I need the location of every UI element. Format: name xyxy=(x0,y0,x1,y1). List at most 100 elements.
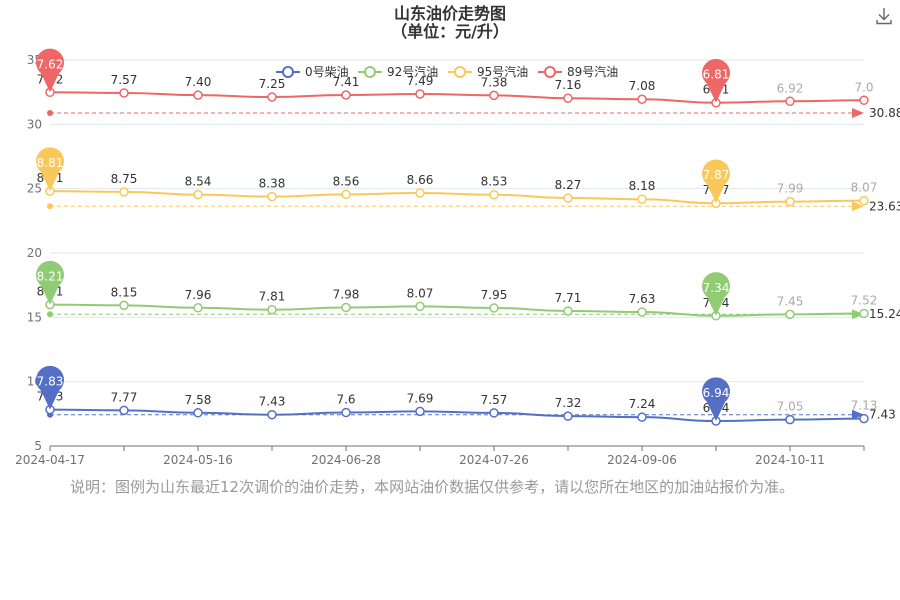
data-point[interactable] xyxy=(489,408,499,418)
y-tick-label: 30 xyxy=(27,117,42,131)
data-label: 7.71 xyxy=(555,291,582,305)
average-value-label: 7.43 xyxy=(869,408,896,422)
x-tick-label: 2024-07-26 xyxy=(459,453,529,467)
max-marker-pin-label: 8.81 xyxy=(37,156,64,170)
legend-label[interactable]: 89号汽油 xyxy=(567,64,618,79)
data-label: 7.41 xyxy=(333,75,360,89)
legend-marker[interactable] xyxy=(364,66,376,78)
data-point[interactable] xyxy=(415,406,425,417)
max-marker-pin-label: 7.62 xyxy=(37,57,64,71)
average-line-arrow xyxy=(852,108,864,119)
data-point[interactable] xyxy=(563,193,573,203)
min-marker-pin-label: 6.94 xyxy=(703,386,730,400)
max-marker-pin-label: 8.21 xyxy=(37,270,64,284)
data-point[interactable] xyxy=(341,90,351,100)
data-point[interactable] xyxy=(119,88,129,98)
legend-label[interactable]: 92号汽油 xyxy=(387,64,438,79)
data-point[interactable] xyxy=(193,90,203,100)
average-line-arrow xyxy=(852,409,864,420)
min-marker-pin xyxy=(702,272,731,316)
average-value-label: 23.63 xyxy=(869,199,900,213)
y-tick-label: 20 xyxy=(27,246,42,260)
data-point[interactable] xyxy=(415,188,425,198)
data-label: 7.69 xyxy=(407,391,434,405)
data-label: 7.6 xyxy=(336,393,355,407)
data-label: 7.13 xyxy=(851,399,878,413)
legend-marker[interactable] xyxy=(282,66,294,78)
max-marker-pin-label: 7.83 xyxy=(37,375,64,389)
average-value-label: 15.24 xyxy=(869,307,900,321)
data-label: 7.0 xyxy=(854,80,873,94)
data-point[interactable] xyxy=(785,309,795,320)
data-point[interactable] xyxy=(859,95,869,106)
min-marker-pin-label: 7.34 xyxy=(703,281,730,295)
max-marker-pin xyxy=(36,48,65,93)
data-point[interactable] xyxy=(119,405,129,416)
data-label: 8.75 xyxy=(111,172,138,186)
data-point[interactable] xyxy=(785,96,795,107)
legend-label[interactable]: 0号柴油 xyxy=(305,65,349,79)
data-point[interactable] xyxy=(637,194,647,204)
legend-marker[interactable] xyxy=(544,66,556,78)
data-point[interactable] xyxy=(563,411,573,421)
data-label: 7.38 xyxy=(481,75,508,89)
data-point[interactable] xyxy=(415,301,425,312)
min-marker-pin xyxy=(702,377,731,422)
data-point[interactable] xyxy=(785,414,795,425)
data-point[interactable] xyxy=(785,196,795,207)
data-point[interactable] xyxy=(637,412,647,422)
y-tick-label: 25 xyxy=(27,182,42,196)
data-point[interactable] xyxy=(637,307,647,317)
max-marker-pin xyxy=(36,147,64,192)
data-point[interactable] xyxy=(341,189,351,200)
data-point[interactable] xyxy=(267,191,277,202)
data-label: 7.96 xyxy=(185,288,212,302)
data-point[interactable] xyxy=(193,303,203,313)
data-point[interactable] xyxy=(489,303,499,313)
data-point[interactable] xyxy=(267,92,277,102)
data-point[interactable] xyxy=(267,409,277,420)
data-label: 7.95 xyxy=(481,288,508,302)
series-line xyxy=(49,91,865,104)
data-label: 8.38 xyxy=(259,177,286,191)
data-point[interactable] xyxy=(489,90,499,101)
x-tick-label: 2024-10-11 xyxy=(755,453,825,467)
data-point[interactable] xyxy=(637,94,647,104)
data-label: 7.43 xyxy=(259,395,286,409)
series-line xyxy=(49,408,865,423)
chart-title: 山东油价走势图 xyxy=(393,4,506,23)
data-point[interactable] xyxy=(267,304,277,315)
data-point[interactable] xyxy=(193,408,203,418)
legend-label[interactable]: 95号汽油 xyxy=(477,64,528,79)
data-point[interactable] xyxy=(341,302,351,313)
max-marker-pin xyxy=(36,260,65,305)
data-point[interactable] xyxy=(859,195,869,206)
data-label: 8.53 xyxy=(481,175,508,189)
average-line-start xyxy=(47,203,53,210)
series-line xyxy=(49,303,865,317)
data-point[interactable] xyxy=(563,306,573,316)
data-point[interactable] xyxy=(859,308,869,319)
min-marker-pin xyxy=(702,58,730,103)
data-label: 7.45 xyxy=(777,294,804,308)
data-label: 8.56 xyxy=(333,174,360,188)
data-point[interactable] xyxy=(859,413,869,424)
data-point[interactable] xyxy=(563,93,573,103)
y-tick-label: 15 xyxy=(27,310,42,324)
data-label: 7.77 xyxy=(111,390,138,404)
min-marker-pin-label: 6.81 xyxy=(703,68,730,82)
average-line-start xyxy=(47,311,53,318)
data-point[interactable] xyxy=(415,89,425,99)
average-line-start xyxy=(47,110,53,117)
data-point[interactable] xyxy=(119,300,129,311)
download-icon[interactable] xyxy=(874,6,894,26)
legend-marker[interactable] xyxy=(454,66,466,78)
data-point[interactable] xyxy=(341,407,351,418)
x-tick-label: 2024-06-28 xyxy=(311,453,381,467)
data-point[interactable] xyxy=(193,189,203,200)
data-point[interactable] xyxy=(119,187,129,197)
max-marker-pin xyxy=(36,365,65,410)
data-label: 8.54 xyxy=(185,175,212,189)
data-point[interactable] xyxy=(489,189,499,200)
